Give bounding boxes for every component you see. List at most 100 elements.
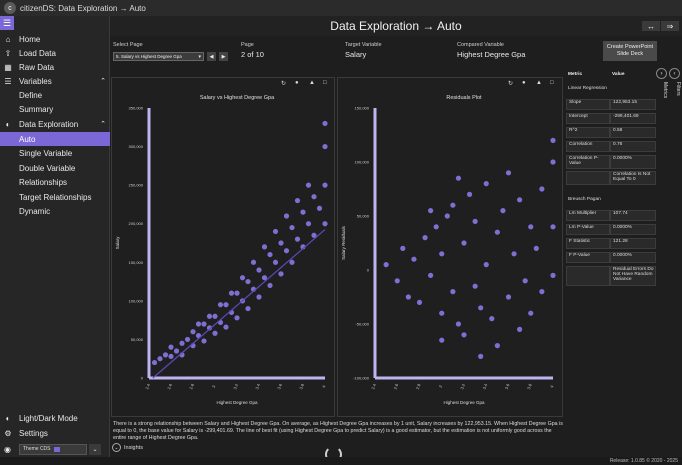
light-dark-toggle[interactable]: ◐ Light/Dark Mode bbox=[0, 411, 110, 425]
data-point bbox=[539, 186, 545, 192]
y-axis-label: Salary bbox=[115, 236, 120, 250]
sidebar-item-dynamic[interactable]: Dynamic bbox=[19, 206, 51, 216]
metrics-section-title: Linear Regression bbox=[568, 86, 607, 91]
sidebar-item-target-relationships[interactable]: Target Relationships bbox=[19, 192, 92, 202]
export-icon[interactable]: ▲ bbox=[309, 80, 315, 86]
data-point bbox=[455, 175, 462, 181]
data-point bbox=[245, 305, 251, 312]
data-point bbox=[162, 352, 169, 358]
x-axis-label: Highest Degree Gpa bbox=[216, 400, 258, 405]
y-tick-label: 100,000 bbox=[355, 160, 370, 165]
data-point bbox=[316, 205, 323, 211]
data-point bbox=[250, 259, 257, 265]
data-point bbox=[478, 353, 484, 359]
sidebar-item-settings[interactable]: ⚙ Settings bbox=[4, 428, 48, 438]
x-tick-label: 4 bbox=[549, 384, 555, 389]
sidebar-item-relationships[interactable]: Relationships bbox=[19, 177, 68, 187]
x-tick-label: 2.8 bbox=[415, 382, 422, 390]
data-point bbox=[455, 321, 462, 327]
menu-icon[interactable]: ☰ bbox=[0, 16, 14, 30]
data-point bbox=[472, 218, 478, 224]
chevron-down-icon[interactable]: ⌄ bbox=[89, 443, 101, 455]
release-info: Release: 1.0.85 © 2020 - 2025 bbox=[609, 458, 678, 464]
data-point bbox=[322, 120, 328, 127]
data-point bbox=[289, 224, 295, 231]
data-point bbox=[394, 278, 400, 284]
sidebar-item-auto[interactable]: Auto bbox=[0, 132, 110, 146]
data-point bbox=[179, 340, 185, 346]
sidebar-item-load-data[interactable]: ⇧ Load Data bbox=[4, 48, 56, 58]
y-tick-label: 100,000 bbox=[129, 298, 144, 303]
fullscreen-icon[interactable]: □ bbox=[550, 80, 554, 86]
data-point bbox=[272, 259, 279, 265]
data-point bbox=[239, 275, 246, 281]
sidebar-item-single-variable[interactable]: Single Variable bbox=[19, 148, 73, 158]
theme-select[interactable]: Theme CDS bbox=[19, 443, 87, 455]
table-icon: ▦ bbox=[4, 62, 12, 72]
next-page-button[interactable]: ▶ bbox=[219, 52, 228, 61]
sidebar-item-define[interactable]: Define bbox=[19, 90, 43, 100]
fullscreen-icon[interactable]: □ bbox=[323, 80, 327, 86]
data-point bbox=[550, 159, 556, 165]
chevron-left-icon[interactable]: ‹ bbox=[669, 68, 680, 79]
page-value: 2 of 10 bbox=[241, 50, 264, 59]
data-point bbox=[466, 191, 473, 197]
data-point bbox=[450, 202, 456, 208]
data-point bbox=[322, 182, 328, 188]
metrics-row: Residual Errors Do Not Have Random Varia… bbox=[566, 266, 656, 286]
data-point bbox=[511, 251, 517, 257]
create-pptx-button[interactable]: Create PowerPoint Slide Deck bbox=[603, 41, 657, 61]
export-icon[interactable]: ▲ bbox=[536, 80, 542, 86]
data-point bbox=[517, 197, 523, 203]
x-tick-label: 3.6 bbox=[504, 382, 511, 390]
chevron-right-icon[interactable]: › bbox=[656, 68, 667, 79]
metrics-header: Metric Value bbox=[568, 72, 625, 77]
trend-line bbox=[152, 229, 326, 379]
data-point bbox=[489, 316, 495, 322]
data-point bbox=[483, 181, 489, 187]
sidebar-item-data-exploration[interactable]: ◐ Data Exploration ⌃ bbox=[0, 117, 110, 131]
tab-metrics[interactable]: Metrics bbox=[662, 82, 668, 99]
target-variable-label: Target Variable bbox=[345, 42, 382, 48]
sidebar-item-variables[interactable]: ☰ Variables ⌃ bbox=[4, 76, 106, 86]
info-icon[interactable]: ● bbox=[522, 80, 526, 86]
data-point bbox=[428, 272, 434, 278]
sidebar-item-home[interactable]: ⌂ Home bbox=[0, 32, 110, 46]
x-tick-label: 3.8 bbox=[526, 382, 533, 390]
data-point bbox=[201, 321, 207, 327]
collapse-icon[interactable]: ⇒ bbox=[661, 21, 679, 31]
y-tick-label: 150,000 bbox=[355, 106, 370, 111]
chart-title: Salary vs Highest Degree Gpa bbox=[200, 95, 275, 101]
data-point bbox=[505, 294, 512, 300]
sidebar-item-summary[interactable]: Summary bbox=[19, 104, 54, 114]
select-page-dropdown[interactable]: 5. Salary vs Highest Degree Gpa ▾ bbox=[113, 52, 204, 61]
metrics-row: Slope 122,953.15 bbox=[566, 99, 656, 110]
sidebar-item-raw-data[interactable]: ▦ Raw Data bbox=[4, 62, 55, 72]
sidebar-item-double-variable[interactable]: Double Variable bbox=[19, 163, 76, 173]
data-point bbox=[550, 224, 556, 230]
info-icon[interactable]: ● bbox=[295, 80, 299, 86]
insights-button[interactable]: ⌄ Insights bbox=[112, 443, 143, 452]
tab-filters[interactable]: Filters bbox=[675, 82, 681, 96]
home-icon: ⌂ bbox=[5, 34, 11, 44]
data-point bbox=[505, 170, 512, 176]
expand-icon[interactable]: ↔ bbox=[642, 21, 660, 31]
refresh-icon[interactable]: ↻ bbox=[508, 81, 514, 87]
metrics-row: Intercept -299,401.69 bbox=[566, 113, 656, 124]
data-point bbox=[234, 290, 240, 296]
chevron-down-icon: ⌄ bbox=[112, 443, 121, 452]
theme-row: ◉ Theme CDS ⌄ bbox=[0, 441, 110, 457]
data-point bbox=[223, 324, 229, 330]
prev-page-button[interactable]: ◀ bbox=[207, 52, 216, 61]
data-point bbox=[305, 182, 312, 188]
data-point bbox=[267, 251, 273, 258]
x-tick-label: 4 bbox=[321, 384, 327, 389]
data-point bbox=[550, 272, 556, 278]
page-title: Data Exploration → Auto bbox=[330, 19, 462, 33]
x-tick-label: 2.8 bbox=[188, 382, 195, 390]
refresh-icon[interactable]: ↻ bbox=[281, 81, 287, 87]
y-axis-label: Salary Residuals bbox=[341, 225, 346, 260]
x-tick-label: 3.2 bbox=[232, 382, 239, 390]
chevron-up-icon: ⌃ bbox=[100, 121, 106, 128]
